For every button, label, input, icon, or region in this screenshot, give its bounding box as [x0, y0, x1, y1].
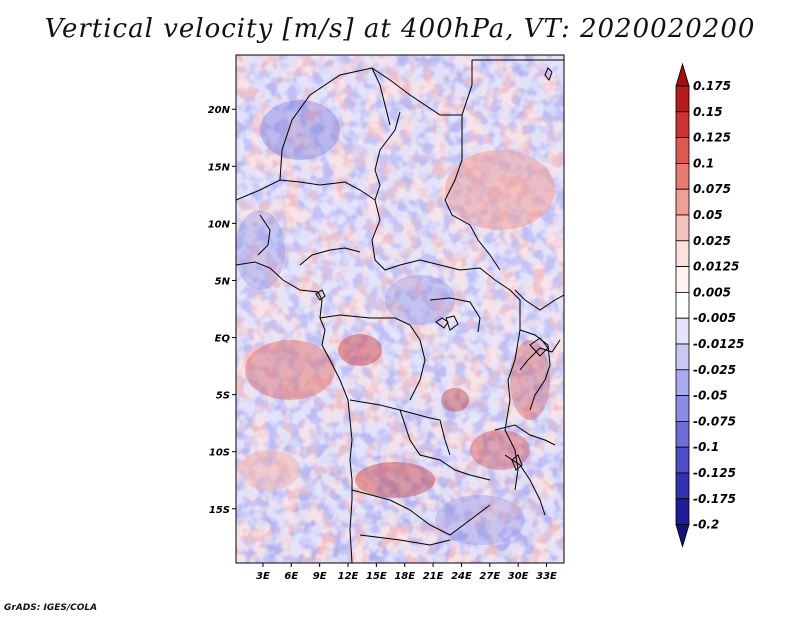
lon-tick-label: 15E	[366, 571, 387, 582]
colorbar-level-label: 0.025	[693, 234, 731, 248]
lon-tick-label: 6E	[284, 571, 298, 582]
colorbar-bin	[675, 498, 690, 525]
colorbar-bin	[675, 446, 690, 474]
colorbar-bin	[675, 85, 690, 113]
lon-tick-label: 27E	[479, 571, 500, 582]
grads-credit: GrADS: IGES/COLA	[4, 603, 98, 613]
lat-tick-label: 15S	[209, 505, 230, 516]
colorbar-level-label: 0.15	[693, 105, 723, 119]
lon-tick-label: 3E	[256, 571, 270, 582]
colorbar-bin	[675, 395, 690, 422]
colorbar-level-label: 0.0125	[693, 260, 739, 274]
longitude-axis: 3E 6E 9E 12E 15E 18E 21E 24E 27E 30E 33E	[256, 563, 557, 582]
colorbar-bin	[675, 266, 690, 293]
lon-tick-label: 30E	[508, 571, 529, 582]
colorbar-level-label: 0.1	[693, 156, 714, 170]
lat-tick-label: 10N	[208, 219, 231, 230]
colorbar-level-label: -0.1	[693, 440, 719, 454]
lat-tick-label: 20N	[208, 105, 231, 116]
colorbar-bin	[675, 240, 690, 268]
colorbar-bin	[675, 188, 690, 216]
colorbar-level-label: -0.2	[693, 518, 719, 532]
lat-tick-label: 10S	[209, 448, 230, 459]
colorbar-top-triangle	[675, 62, 690, 87]
colorbar-bin	[675, 343, 690, 371]
colorbar-bin	[675, 317, 690, 345]
colorbar-bin	[675, 162, 690, 190]
lon-tick-label: 21E	[423, 571, 444, 582]
country-boundaries	[236, 59, 564, 563]
colorbar-level-label: -0.075	[693, 414, 736, 428]
colorbar-bin	[675, 420, 690, 448]
colorbar-level-label: 0.05	[693, 208, 723, 222]
lon-tick-label: 9E	[313, 571, 327, 582]
colorbar-level-label: -0.025	[693, 363, 736, 377]
lat-tick-label: 15N	[208, 162, 231, 173]
colorbar-bottom-triangle	[675, 524, 690, 549]
colorbar-level-label: 0.125	[693, 131, 731, 145]
colorbar-bin	[675, 214, 690, 242]
colorbar-level-label: -0.005	[693, 311, 736, 325]
chart-title: Vertical velocity [m/s] at 400hPa, VT: 2…	[44, 14, 756, 44]
colorbar-level-label: -0.175	[693, 492, 736, 506]
plot-frame	[235, 54, 565, 564]
lat-tick-label: 5N	[215, 276, 231, 287]
colorbar-level-label: 0.175	[693, 79, 731, 93]
colorbar-bin	[675, 137, 690, 164]
lat-tick-label: 5S	[216, 391, 230, 402]
lon-tick-label: 18E	[394, 571, 415, 582]
colorbar-bin	[675, 291, 690, 319]
colorbar-level-label: 0.075	[693, 182, 731, 196]
latitude-axis: 20N 15N 10N 5N EQ 5S 10S 15S	[208, 105, 236, 516]
colorbar-level-label: 0.005	[693, 285, 731, 299]
colorbar-level-label: -0.05	[693, 389, 728, 403]
lat-tick-label: EQ	[215, 334, 231, 345]
lon-tick-label: 33E	[536, 571, 557, 582]
colorbar-bin	[675, 111, 690, 139]
lon-tick-label: 12E	[338, 571, 359, 582]
lon-tick-label: 24E	[451, 571, 472, 582]
colorbar-level-label: -0.125	[693, 466, 736, 480]
colorbar-level-label: -0.0125	[693, 337, 744, 351]
colorbar: 0.175 0.15 0.125 0.1 0.075 0.05 0.025 0.0125 0.0…	[675, 62, 744, 549]
velocity-field	[236, 55, 564, 563]
colorbar-bin	[675, 369, 690, 396]
colorbar-bin	[675, 472, 690, 500]
